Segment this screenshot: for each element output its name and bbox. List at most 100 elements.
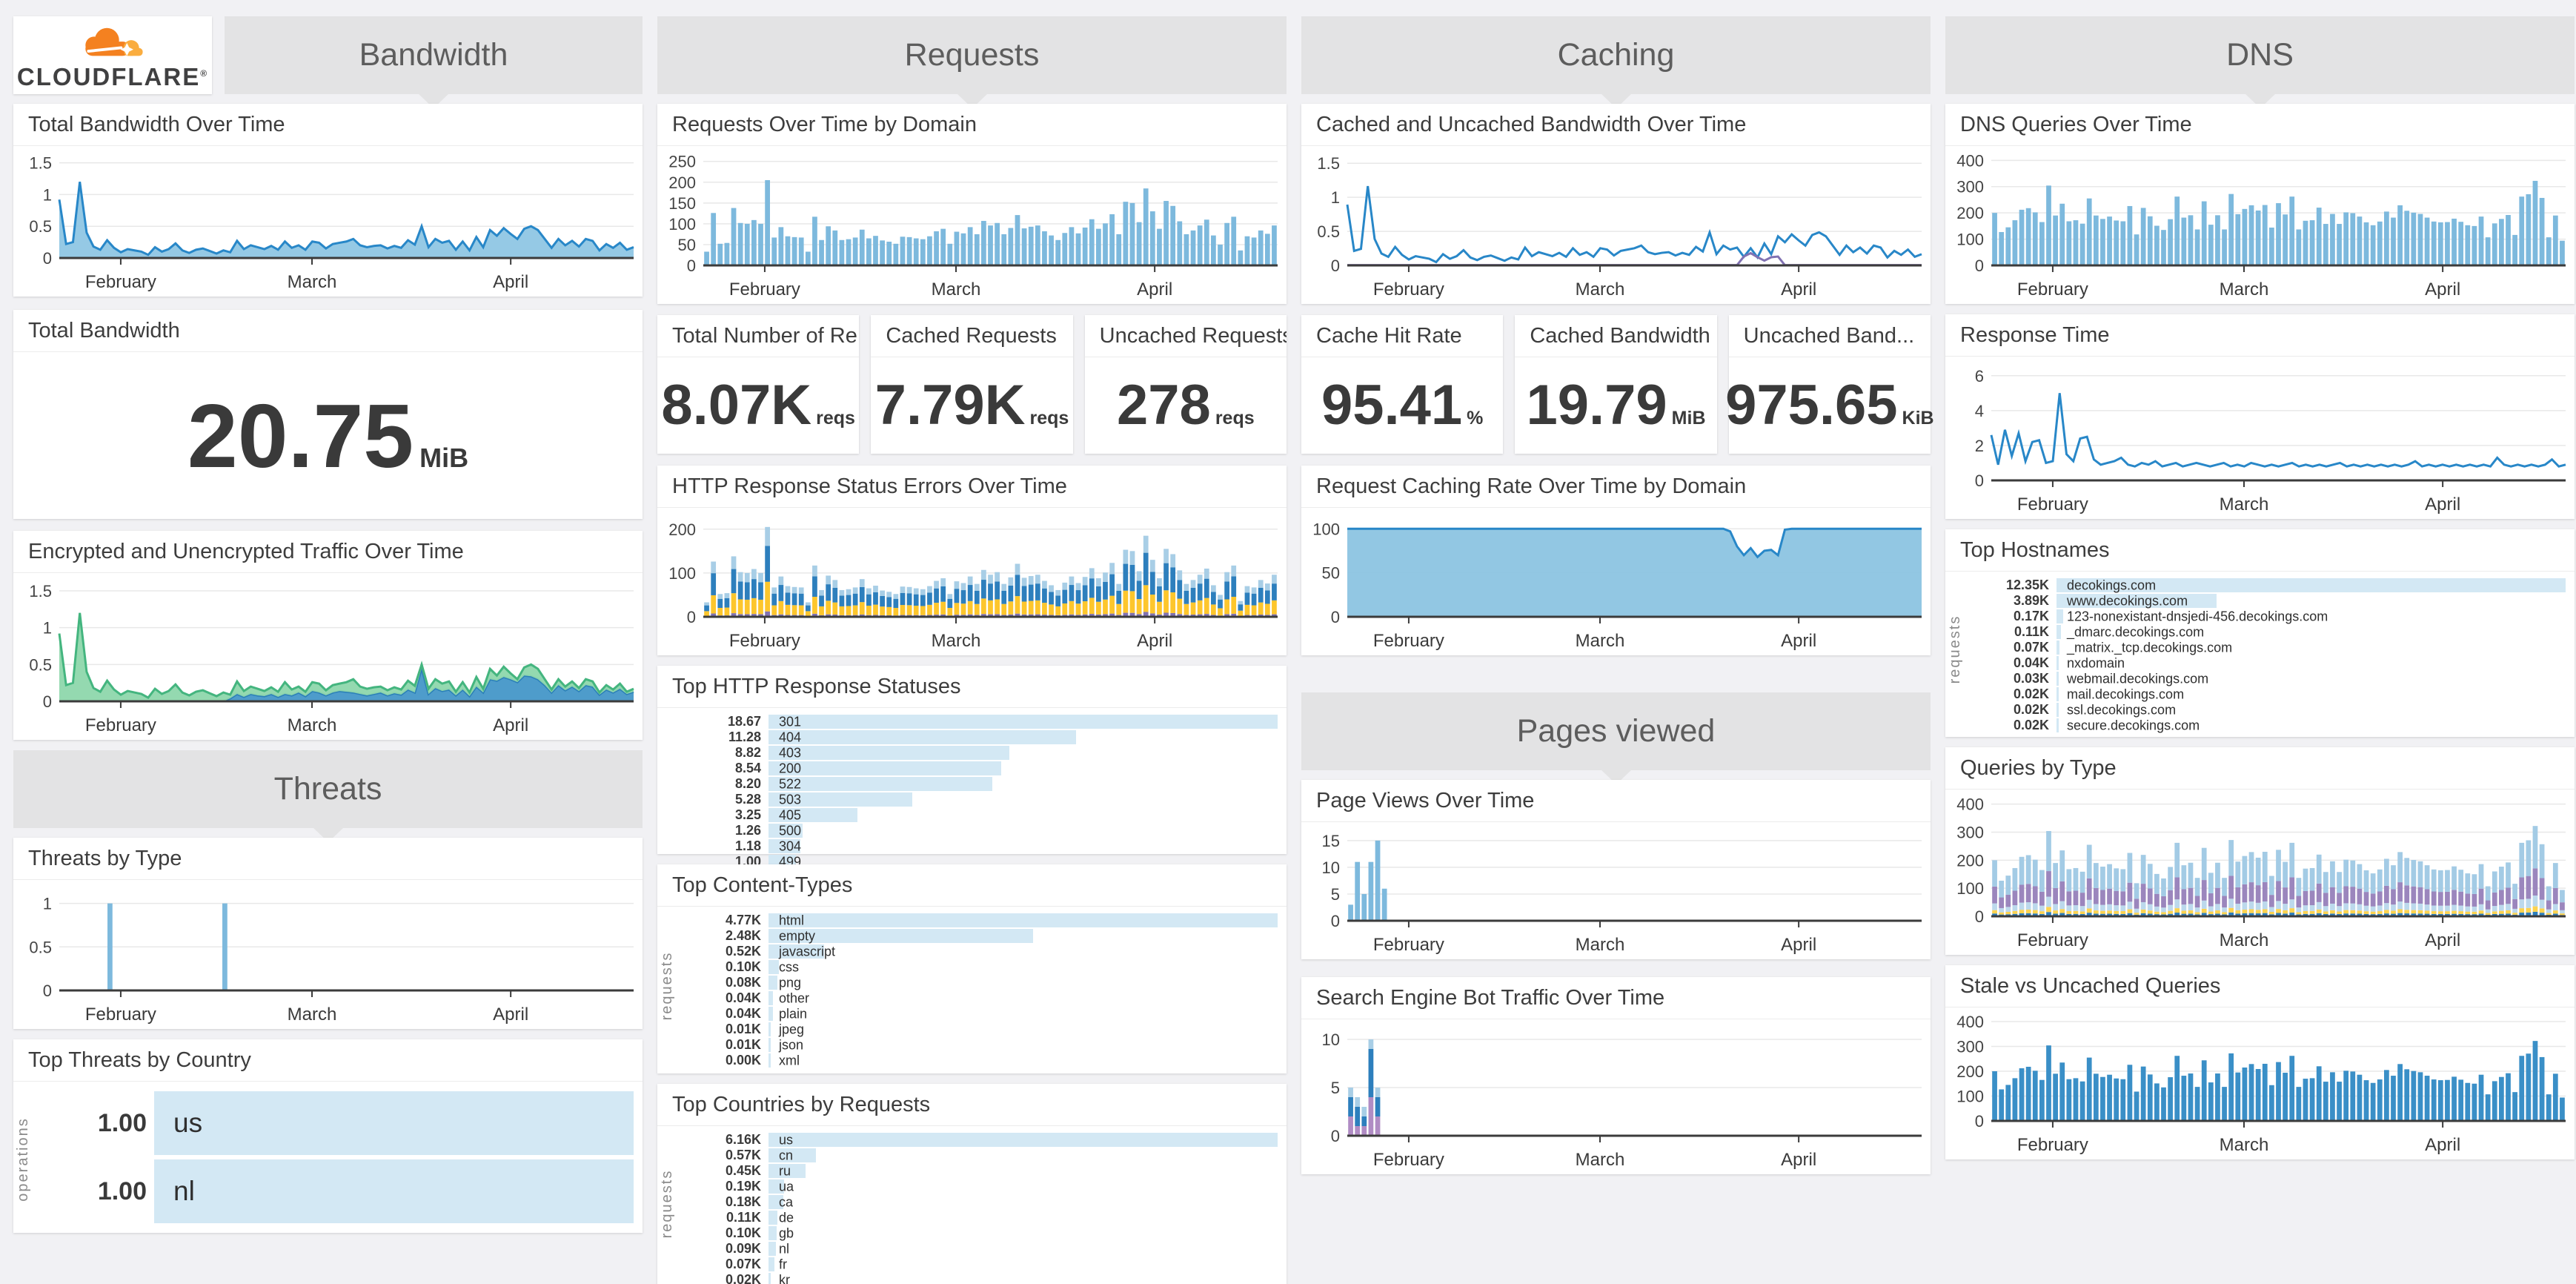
svg-text:2: 2 [1975, 437, 1984, 455]
item-label: jpeg [779, 1022, 805, 1036]
item-label: nl [173, 1176, 195, 1206]
list-item: 1.00 nl [43, 1159, 634, 1224]
svg-text:March: March [288, 1005, 337, 1025]
item-value: 0.57K [725, 1148, 761, 1162]
card-title: Stale vs Uncached Queries [1945, 965, 2575, 1007]
cached-uncached-bandwidth-chart[interactable]: 0 0.5 1 1.5 February March April [1301, 146, 1931, 304]
stat-value: 8.07K [661, 374, 812, 437]
section-header-threats: Threats [13, 750, 643, 842]
item-bar [2057, 641, 2059, 655]
requests-stats-row: Total Number of Re... 8.07K reqs Cached R… [657, 315, 1287, 454]
item-label: 405 [779, 807, 802, 822]
svg-text:400: 400 [1956, 795, 1984, 814]
item-label: gb [779, 1225, 794, 1240]
svg-text:300: 300 [1956, 1038, 1984, 1056]
card-threats-by-type: Threats by Type 0 0.5 1 February March April [13, 838, 643, 1029]
svg-text:250: 250 [668, 153, 696, 171]
item-value: 8.54 [734, 761, 761, 775]
list-item: 1.18 304 [684, 838, 1278, 854]
column-requests: Requests Requests Over Time by Domain 0 5… [657, 16, 1287, 1284]
svg-text:0: 0 [687, 257, 696, 275]
stale-uncached-chart[interactable]: 0 100 200 300 400 February March April [1945, 1007, 2575, 1159]
item-label: decokings.com [2067, 578, 2157, 592]
page-views-chart[interactable]: 0 5 10 15 February March April [1301, 822, 1931, 959]
svg-text:10: 10 [1322, 1030, 1340, 1049]
item-bar [2057, 718, 2059, 732]
card-cache-hit-rate: Cache Hit Rate 95.41% [1301, 315, 1504, 454]
svg-text:March: March [2220, 1135, 2269, 1155]
list-item: 0.02K ssl.decokings.com [1972, 702, 2566, 718]
list-item: 8.54 200 [684, 761, 1278, 776]
item-value: 0.01K [725, 1037, 761, 1052]
list-item: 0.18K ca [684, 1194, 1278, 1210]
svg-text:April: April [1137, 279, 1172, 300]
svg-text:300: 300 [1956, 824, 1984, 842]
svg-text:April: April [2425, 494, 2460, 514]
top-http-statuses-list: 18.67 301 11.28 404 8.82 403 8.54 200 8.20 522 5.2… [657, 708, 1287, 869]
svg-text:0: 0 [1331, 608, 1340, 626]
item-label: us [173, 1108, 203, 1138]
item-value: 0.04K [725, 990, 761, 1005]
item-value: 0.02K [725, 1272, 761, 1284]
item-bar [769, 1148, 816, 1162]
item-label: fr [779, 1257, 787, 1271]
card-uncached-bandwidth: Uncached Band... 975.65 KiB [1725, 315, 1934, 454]
svg-text:50: 50 [678, 236, 696, 254]
bot-traffic-chart[interactable]: 0 5 10 February March April [1301, 1019, 1931, 1174]
list-item: 12.35K decokings.com [1972, 578, 2566, 593]
item-value: 0.52K [725, 944, 761, 959]
svg-text:0: 0 [43, 692, 52, 711]
card-title: Queries by Type [1945, 747, 2575, 790]
caching-rate-chart[interactable]: 0 50 100 February March April [1301, 508, 1931, 655]
card-cached-requests: Cached Requests 7.79K reqs [871, 315, 1073, 454]
card-title: Uncached Band... [1728, 315, 1931, 357]
svg-text:0: 0 [1331, 1127, 1340, 1145]
svg-text:200: 200 [1956, 1062, 1984, 1081]
item-value: 0.04K [2013, 655, 2049, 670]
item-bar [769, 808, 857, 822]
svg-text:100: 100 [668, 215, 696, 234]
list-item: 6.16K us [684, 1132, 1278, 1148]
response-time-chart[interactable]: 0 2 4 6 February March April [1945, 357, 2575, 519]
card-title: Total Bandwidth Over Time [13, 104, 643, 146]
item-label: _dmarc.decokings.com [2067, 624, 2205, 639]
section-title: Bandwidth [359, 37, 508, 73]
svg-text:1: 1 [43, 185, 52, 204]
card-top-threats-by-country: Top Threats by Country 1.00 us 1.00 nl oper… [13, 1039, 643, 1233]
item-value: 1.00 [97, 1108, 147, 1137]
card-title: Response Time [1945, 314, 2575, 357]
item-value: 0.08K [725, 975, 761, 990]
dns-queries-chart[interactable]: 0 100 200 300 400 February March April [1945, 146, 2575, 304]
requests-over-time-chart[interactable]: 0 50 100 150 200 250 February March April [657, 146, 1287, 304]
svg-text:100: 100 [668, 564, 696, 583]
list-item: 0.08K png [684, 975, 1278, 990]
svg-text:April: April [493, 715, 528, 735]
list-item: 0.00K xml [684, 1053, 1278, 1068]
threats-by-type-chart[interactable]: 0 0.5 1 February March April [13, 880, 643, 1029]
item-bar [769, 1257, 774, 1271]
item-label: css [779, 959, 799, 974]
item-label: ssl.decokings.com [2067, 702, 2177, 717]
item-value: 8.82 [734, 745, 761, 760]
svg-text:February: February [1373, 279, 1444, 300]
top-countries-list: 6.16K us 0.57K cn 0.45K ru 0.19K ua 0.18K ca 0.11K… [657, 1126, 1287, 1284]
section-title: DNS [2226, 37, 2294, 73]
svg-text:February: February [729, 631, 800, 651]
item-bar [154, 1159, 634, 1223]
column-bandwidth: CLOUDFLARE® Bandwidth Total Bandwidth Ov… [13, 16, 643, 1233]
list-item: 0.19K ua [684, 1179, 1278, 1194]
card-top-countries: Top Countries by Requests 6.16K us 0.57K cn… [657, 1084, 1287, 1284]
total-bandwidth-chart[interactable]: 0 0.5 1 1.5 February March April [13, 146, 643, 297]
item-label: empty [779, 928, 816, 943]
item-bar [2057, 625, 2062, 639]
item-bar [769, 1022, 771, 1036]
item-label: javascript [779, 944, 836, 959]
item-label: 304 [779, 838, 802, 853]
encrypted-traffic-chart[interactable]: 0 0.5 1 1.5 February March April [13, 573, 643, 740]
queries-by-type-chart[interactable]: 0 100 200 300 400 February March April [1945, 790, 2575, 955]
svg-text:February: February [85, 715, 156, 735]
http-errors-chart[interactable]: 0 100 200 February March April [657, 508, 1287, 655]
stat-value: 20.75 [187, 385, 414, 486]
card-total-bandwidth: Total Bandwidth 20.75 MiB [13, 310, 643, 519]
svg-text:March: March [932, 631, 981, 651]
